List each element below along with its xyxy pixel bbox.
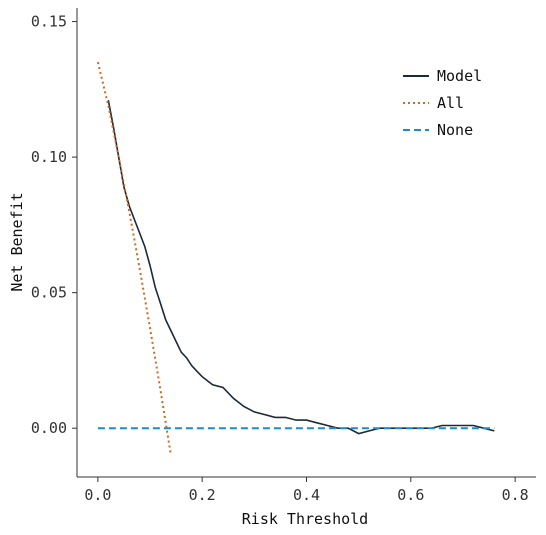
x-axis-ticks: 0.0 0.2 0.4 0.6 0.8 (84, 477, 529, 504)
y-axis-ticks: 0.00 0.05 0.10 0.15 (31, 13, 77, 437)
series-line-model (107, 100, 495, 435)
x-tick-label: 0.8 (502, 486, 529, 504)
x-tick-label: 0.6 (397, 486, 424, 504)
x-tick-label: 0.4 (293, 486, 320, 504)
y-tick-label: 0.00 (31, 419, 67, 437)
legend: Model All None (403, 67, 482, 139)
x-tick-label: 0.2 (189, 486, 216, 504)
y-axis-title: Net Benefit (8, 192, 26, 291)
legend-label-all: All (437, 94, 464, 112)
legend-label-none: None (437, 121, 473, 139)
series-line-all (96, 61, 172, 456)
y-tick-label: 0.10 (31, 148, 67, 166)
legend-label-model: Model (437, 67, 482, 85)
y-tick-label: 0.15 (31, 13, 67, 31)
x-axis-title: Risk Threshold (242, 510, 368, 528)
series-lines (96, 61, 495, 456)
x-tick-label: 0.0 (84, 486, 111, 504)
y-tick-label: 0.05 (31, 284, 67, 302)
